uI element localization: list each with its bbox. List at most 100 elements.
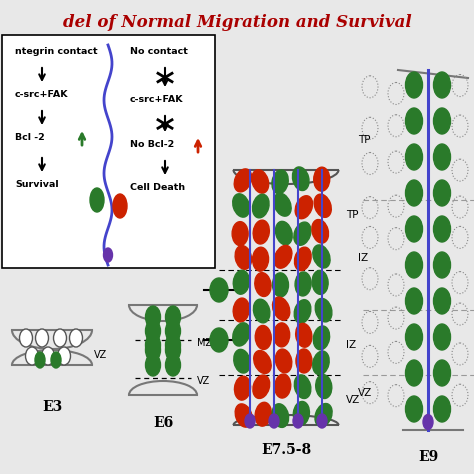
Ellipse shape xyxy=(42,347,55,365)
Ellipse shape xyxy=(254,299,270,323)
Ellipse shape xyxy=(165,320,181,342)
Ellipse shape xyxy=(295,272,311,296)
Ellipse shape xyxy=(269,414,279,428)
Text: ntegrin contact: ntegrin contact xyxy=(15,47,98,56)
Ellipse shape xyxy=(103,248,112,262)
Ellipse shape xyxy=(210,278,228,302)
Ellipse shape xyxy=(54,329,66,347)
Ellipse shape xyxy=(293,414,303,428)
Text: No contact: No contact xyxy=(130,47,188,56)
Ellipse shape xyxy=(35,352,45,368)
Text: del of Normal Migration and Survival: del of Normal Migration and Survival xyxy=(63,14,411,31)
Ellipse shape xyxy=(165,354,181,376)
Text: E6: E6 xyxy=(153,416,173,430)
FancyBboxPatch shape xyxy=(2,35,215,268)
Ellipse shape xyxy=(234,169,252,192)
Ellipse shape xyxy=(295,196,312,219)
Text: c-src+FAK: c-src+FAK xyxy=(15,90,69,99)
Ellipse shape xyxy=(293,401,310,425)
Ellipse shape xyxy=(272,404,289,428)
Ellipse shape xyxy=(113,194,127,218)
Ellipse shape xyxy=(317,414,327,428)
Text: TP: TP xyxy=(358,135,371,145)
Ellipse shape xyxy=(434,144,450,170)
Ellipse shape xyxy=(233,270,249,294)
Ellipse shape xyxy=(165,339,181,361)
Ellipse shape xyxy=(273,273,289,297)
Ellipse shape xyxy=(245,414,255,428)
Ellipse shape xyxy=(273,297,290,320)
Ellipse shape xyxy=(405,216,422,242)
Ellipse shape xyxy=(235,246,252,269)
Text: VZ: VZ xyxy=(358,388,372,398)
Ellipse shape xyxy=(146,354,161,376)
Ellipse shape xyxy=(434,396,450,422)
Ellipse shape xyxy=(405,72,422,98)
Ellipse shape xyxy=(235,404,252,427)
Ellipse shape xyxy=(233,323,250,346)
Ellipse shape xyxy=(405,144,422,170)
Ellipse shape xyxy=(315,403,332,427)
Ellipse shape xyxy=(146,334,161,356)
Text: MZ: MZ xyxy=(197,338,212,348)
Text: c-src+FAK: c-src+FAK xyxy=(130,95,183,104)
Ellipse shape xyxy=(254,351,271,374)
Ellipse shape xyxy=(253,247,269,271)
Ellipse shape xyxy=(313,326,329,350)
Ellipse shape xyxy=(294,222,311,246)
Ellipse shape xyxy=(253,194,269,218)
Ellipse shape xyxy=(434,108,450,134)
Ellipse shape xyxy=(274,246,292,268)
Ellipse shape xyxy=(405,252,422,278)
Text: IZ: IZ xyxy=(358,253,368,263)
Ellipse shape xyxy=(274,374,291,398)
Ellipse shape xyxy=(255,402,272,426)
Ellipse shape xyxy=(434,360,450,386)
Text: Bcl -2: Bcl -2 xyxy=(15,133,45,142)
Ellipse shape xyxy=(434,72,450,98)
Ellipse shape xyxy=(314,167,330,191)
Text: VZ: VZ xyxy=(346,395,360,405)
Text: IZ: IZ xyxy=(346,340,356,350)
Ellipse shape xyxy=(26,347,38,365)
Ellipse shape xyxy=(294,375,311,399)
Ellipse shape xyxy=(294,300,311,323)
Ellipse shape xyxy=(255,273,271,296)
Ellipse shape xyxy=(296,349,312,373)
Ellipse shape xyxy=(232,222,248,246)
Ellipse shape xyxy=(405,360,422,386)
Ellipse shape xyxy=(235,376,251,400)
Ellipse shape xyxy=(314,194,331,218)
Ellipse shape xyxy=(296,323,312,347)
Ellipse shape xyxy=(405,288,422,314)
Text: Survival: Survival xyxy=(15,180,59,189)
Ellipse shape xyxy=(434,324,450,350)
Ellipse shape xyxy=(316,374,332,399)
Ellipse shape xyxy=(146,339,161,361)
Ellipse shape xyxy=(90,188,104,212)
Ellipse shape xyxy=(434,216,450,242)
Ellipse shape xyxy=(405,180,422,206)
Text: VZ: VZ xyxy=(197,376,210,386)
Ellipse shape xyxy=(165,334,181,356)
Text: E7.5-8: E7.5-8 xyxy=(261,443,311,457)
Ellipse shape xyxy=(405,324,422,350)
Text: E9: E9 xyxy=(418,450,438,464)
Text: TP: TP xyxy=(346,210,358,220)
Ellipse shape xyxy=(275,349,292,373)
Text: No Bcl-2: No Bcl-2 xyxy=(130,140,174,149)
Ellipse shape xyxy=(19,329,33,347)
Ellipse shape xyxy=(405,396,422,422)
Text: VZ: VZ xyxy=(94,350,107,360)
Ellipse shape xyxy=(313,351,329,375)
Ellipse shape xyxy=(313,245,330,268)
Ellipse shape xyxy=(57,347,71,365)
Ellipse shape xyxy=(273,193,291,216)
Ellipse shape xyxy=(146,306,161,328)
Ellipse shape xyxy=(253,375,270,399)
Ellipse shape xyxy=(252,170,269,193)
Ellipse shape xyxy=(36,329,48,347)
Ellipse shape xyxy=(294,247,311,271)
Ellipse shape xyxy=(234,349,250,373)
Ellipse shape xyxy=(253,220,269,244)
